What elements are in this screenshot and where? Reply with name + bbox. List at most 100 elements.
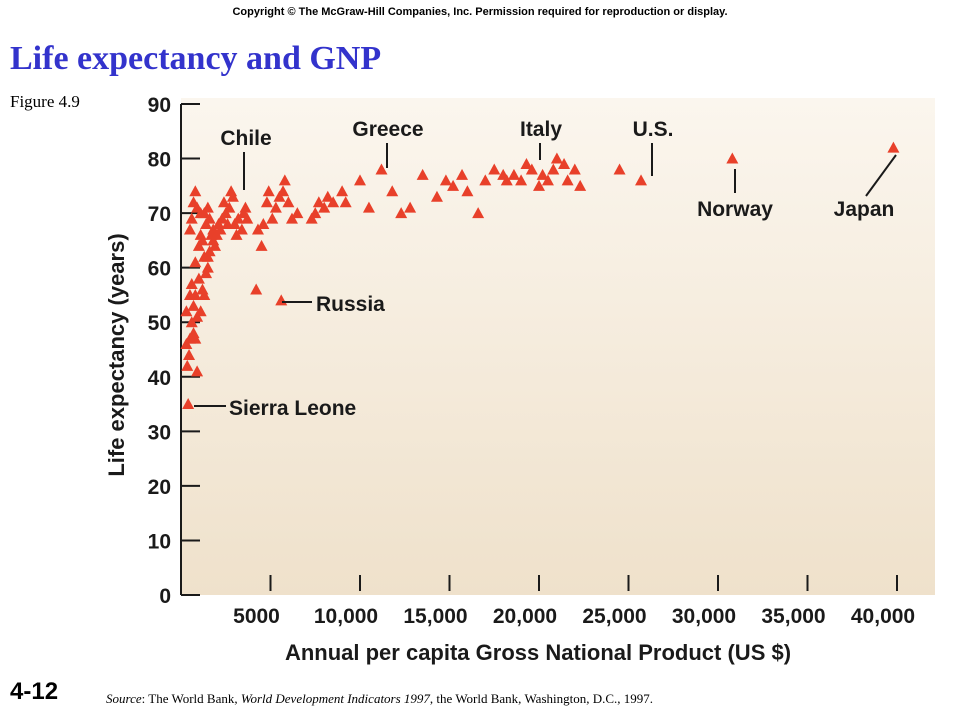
data-point <box>260 196 273 208</box>
data-point <box>180 305 193 317</box>
data-point <box>386 185 399 197</box>
y-tick-label: 30 <box>148 421 171 444</box>
data-point <box>336 185 349 197</box>
data-point <box>250 283 263 295</box>
data-point <box>181 359 194 371</box>
data-point <box>196 234 209 246</box>
data-point <box>525 163 538 175</box>
annotation-label: Russia <box>316 293 385 316</box>
annotations: Chile Greece Italy U.S. Norway Japan Russia Sie… <box>194 118 897 420</box>
data-point <box>257 218 270 230</box>
data-point <box>189 256 202 268</box>
data-point <box>187 299 200 311</box>
x-tick-label: 35,000 <box>761 605 825 628</box>
data-point <box>201 261 214 273</box>
source-citation: Source: The World Bank, World Developmen… <box>106 691 653 707</box>
data-point <box>327 196 340 208</box>
x-tick-label: 40,000 <box>851 605 915 628</box>
data-point <box>255 239 268 251</box>
data-point <box>318 201 331 213</box>
data-point <box>354 174 366 186</box>
y-tick-label: 90 <box>148 94 171 117</box>
y-tick-label: 50 <box>148 312 171 335</box>
data-point <box>189 185 202 197</box>
data-point <box>194 305 207 317</box>
data-point <box>191 365 204 377</box>
data-point <box>456 168 469 180</box>
source-prefix: Source <box>106 691 142 706</box>
copyright-notice: Copyright © The McGraw-Hill Companies, I… <box>232 6 728 18</box>
data-point <box>547 163 560 175</box>
data-point <box>568 163 581 175</box>
data-point <box>439 174 452 186</box>
data-point <box>520 158 533 170</box>
y-tick-label: 80 <box>148 149 171 172</box>
plot-area <box>181 98 935 595</box>
data-point <box>726 152 739 164</box>
data-point <box>533 179 545 191</box>
data-point <box>277 185 290 197</box>
data-point <box>209 239 222 251</box>
data-point <box>447 179 460 191</box>
data-point <box>574 179 587 191</box>
data-point <box>239 201 252 213</box>
data-point <box>375 163 388 175</box>
data-point <box>291 207 304 219</box>
data-point <box>223 201 236 213</box>
data-point <box>561 174 574 186</box>
data-point <box>192 272 205 284</box>
data-point <box>262 185 275 197</box>
y-tick-label: 0 <box>159 585 171 608</box>
annotation-label: Greece <box>352 118 423 141</box>
source-title: World Development Indicators 1997 <box>240 691 430 706</box>
x-tick-label: 10,000 <box>314 605 378 628</box>
data-point <box>635 174 648 186</box>
data-point <box>558 158 571 170</box>
data-point <box>189 332 202 344</box>
annotation-label: Sierra Leone <box>229 397 356 420</box>
data-point <box>887 141 900 153</box>
data-point <box>479 174 492 186</box>
data-point <box>362 201 375 213</box>
data-point <box>613 163 626 175</box>
data-point <box>198 288 211 300</box>
data-point <box>430 190 443 202</box>
data-point <box>183 223 196 235</box>
data-point <box>269 201 282 213</box>
y-tick-label: 70 <box>148 203 171 226</box>
source-sep: : The World Bank, <box>141 691 241 706</box>
slide-number: 4-12 <box>10 678 59 705</box>
data-point <box>214 223 227 235</box>
data-point <box>507 168 520 180</box>
data-point <box>241 212 254 224</box>
data-points <box>180 141 900 410</box>
x-tick-label: 15,000 <box>403 605 467 628</box>
data-point <box>266 212 279 224</box>
y-tick-label: 60 <box>148 258 171 281</box>
data-point <box>404 201 417 213</box>
y-tick-label: 40 <box>148 367 171 390</box>
data-point <box>312 196 325 208</box>
data-point <box>500 174 513 186</box>
data-point <box>226 190 239 202</box>
annotation-label: Norway <box>697 198 773 221</box>
annotation-label: Italy <box>520 118 562 141</box>
data-point <box>183 348 196 360</box>
data-point <box>536 168 549 180</box>
data-point <box>472 207 485 219</box>
data-point <box>309 207 322 219</box>
data-point <box>461 185 474 197</box>
data-point <box>182 398 195 410</box>
data-point <box>203 212 216 224</box>
data-point <box>416 168 429 180</box>
data-point <box>185 278 198 290</box>
data-point <box>185 212 198 224</box>
data-point <box>321 190 334 202</box>
x-tick-label: 30,000 <box>672 605 736 628</box>
data-point <box>339 196 352 208</box>
data-point <box>282 196 295 208</box>
y-tick-label: 20 <box>148 476 171 499</box>
data-point <box>217 196 230 208</box>
y-axis-label: Life expectancy (years) <box>104 233 129 476</box>
figure-number: Figure 4.9 <box>10 92 80 111</box>
